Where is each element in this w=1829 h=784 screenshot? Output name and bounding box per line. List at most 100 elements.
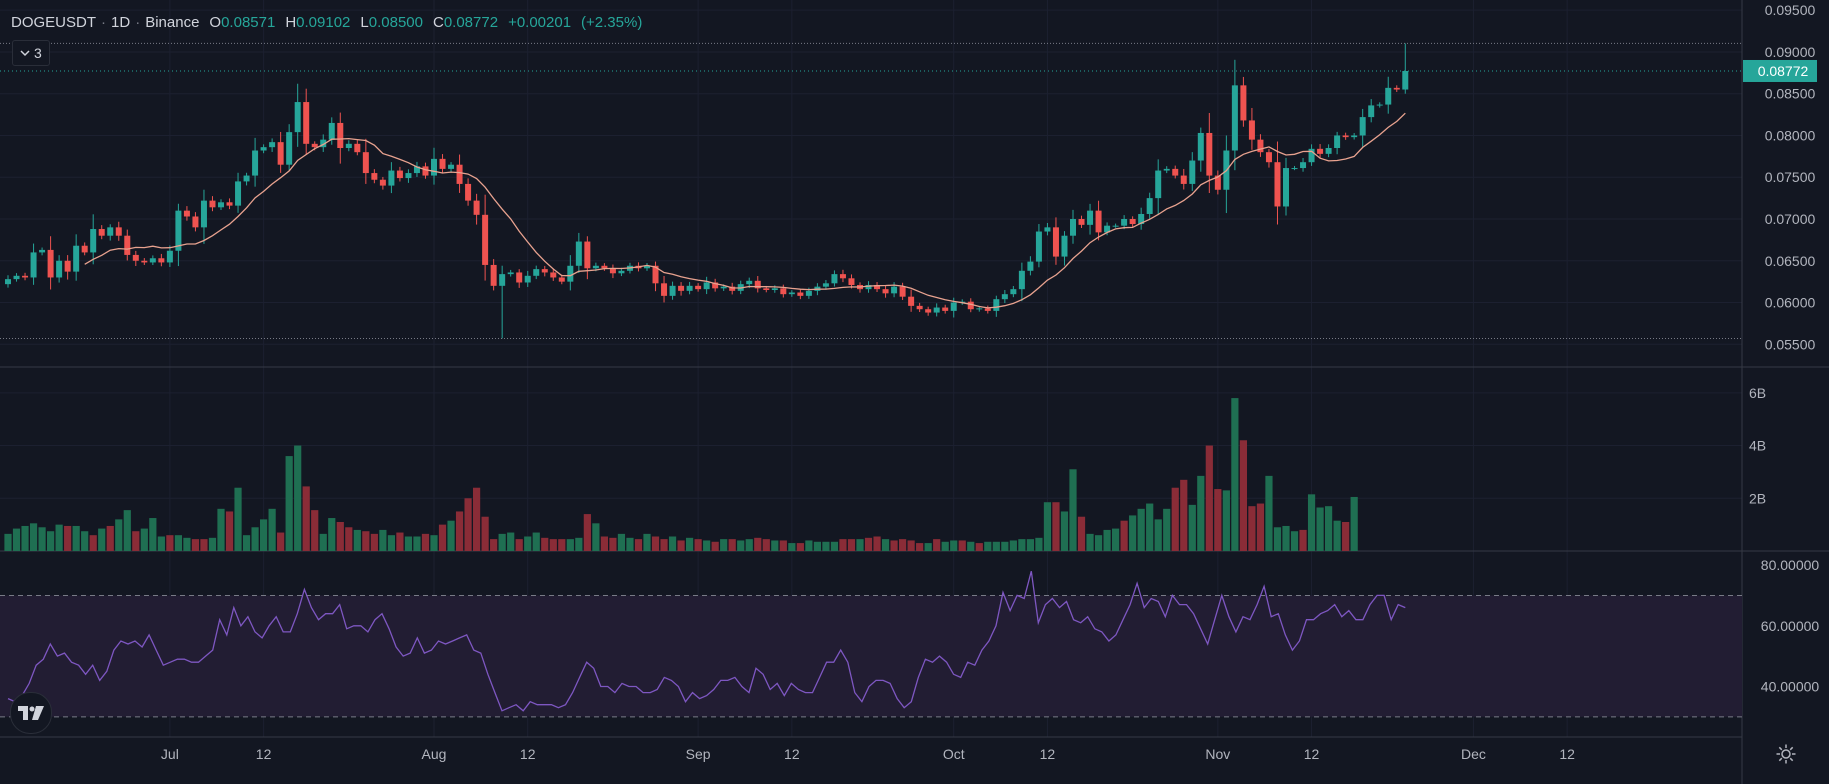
candle-body	[1180, 175, 1187, 184]
candle-body	[90, 229, 97, 253]
volume-bar	[4, 533, 12, 551]
tradingview-logo[interactable]	[10, 692, 52, 734]
volume-bar	[123, 510, 131, 551]
candle-body	[1291, 168, 1298, 170]
candle-body	[780, 288, 787, 295]
volume-bar	[1137, 508, 1145, 551]
indicators-toggle-button[interactable]: 3	[12, 40, 50, 66]
candle-body	[533, 269, 540, 276]
time-axis-label: 12	[256, 746, 272, 762]
candle-body	[908, 296, 915, 306]
chart-settings-button[interactable]	[1772, 740, 1800, 768]
tradingview-logo-icon	[18, 706, 44, 720]
candle-body	[1172, 168, 1179, 176]
symbol-name[interactable]: DOGEUSDT	[11, 13, 97, 31]
volume-bar	[950, 540, 958, 551]
volume-bar	[532, 532, 540, 551]
candle-body	[1052, 227, 1059, 257]
candle-body	[1138, 213, 1145, 225]
candle-body	[916, 305, 923, 310]
candle-body	[1121, 219, 1128, 226]
volume-bar	[1316, 507, 1324, 551]
candle-body	[882, 289, 889, 294]
volume-bar	[924, 543, 932, 551]
volume-bar	[379, 529, 387, 551]
candle-body	[976, 308, 983, 310]
price-axis-label: 0.06000	[1765, 295, 1816, 311]
candle-body	[64, 260, 71, 272]
candle-body	[1112, 225, 1119, 227]
ohlc-values: O0.08571 H0.09102 L0.08500 C0.08772 +0.0…	[209, 14, 642, 31]
candle-body	[1308, 148, 1315, 163]
candle-body	[524, 275, 531, 283]
candle-body	[831, 274, 838, 284]
volume-bar	[1120, 520, 1128, 551]
volume-bar	[1052, 502, 1060, 551]
candle-body	[644, 265, 650, 269]
candle-body	[56, 260, 63, 278]
candle-body	[1231, 85, 1238, 151]
candle-body	[1087, 210, 1094, 225]
candle-body	[865, 284, 872, 290]
volume-bar	[294, 445, 302, 551]
change-percent: (+2.35%)	[581, 13, 643, 31]
price-axis-label: 0.05500	[1765, 336, 1816, 352]
price-axis-label: 0.08500	[1765, 86, 1816, 102]
time-axis-label: Aug	[422, 746, 447, 762]
candle-body	[1240, 85, 1247, 121]
volume-bar	[762, 539, 770, 551]
candle-body	[124, 235, 131, 255]
volume-bar	[438, 524, 447, 551]
candle-body	[516, 272, 523, 283]
candle-body	[822, 283, 829, 287]
candle-body	[669, 285, 676, 296]
candle-body	[507, 272, 514, 275]
volume-bar	[1299, 529, 1307, 551]
volume-bar	[771, 540, 779, 551]
candle-body	[5, 279, 11, 285]
candle-body	[550, 272, 557, 278]
candle-body	[320, 139, 327, 148]
candle-body	[141, 260, 148, 263]
candle-body	[73, 245, 80, 272]
interval-label[interactable]: 1D	[111, 13, 131, 31]
volume-bar	[686, 537, 694, 551]
volume-bar	[29, 523, 38, 551]
close-label: C	[432, 13, 444, 31]
volume-bar	[558, 539, 566, 551]
volume-bar	[1077, 516, 1086, 551]
time-axis-label: 12	[784, 746, 800, 762]
candle-body	[448, 164, 455, 169]
volume-bar	[1043, 502, 1052, 551]
volume-bar	[1069, 469, 1077, 551]
volume-bar	[311, 510, 319, 551]
candle-body	[294, 102, 301, 133]
candle-body	[345, 143, 352, 148]
volume-bar	[668, 536, 677, 551]
candle-body	[967, 301, 974, 310]
volume-bar	[1112, 528, 1120, 551]
volume-bar	[328, 518, 336, 551]
volume-bar	[370, 533, 378, 551]
last-price-tag[interactable]	[1743, 59, 1817, 82]
candle-body	[1197, 132, 1204, 161]
candle-body	[473, 200, 480, 215]
candle-body	[1027, 261, 1034, 271]
candle-body	[746, 280, 753, 285]
indicators-count: 3	[34, 45, 42, 61]
candle-body	[1044, 227, 1051, 232]
candle-body	[379, 179, 386, 186]
volume-bar	[975, 543, 983, 551]
candle-body	[388, 170, 395, 186]
candle-body	[192, 216, 199, 228]
low-label: L	[360, 13, 369, 31]
time-axis-label: Nov	[1205, 746, 1230, 762]
volume-bar	[737, 540, 745, 551]
volume-bar	[754, 537, 762, 551]
candle-body	[933, 307, 940, 313]
volume-bar	[1342, 522, 1350, 551]
volume-bar	[958, 540, 966, 551]
volume-bar	[191, 539, 200, 551]
volume-bar	[660, 539, 668, 551]
